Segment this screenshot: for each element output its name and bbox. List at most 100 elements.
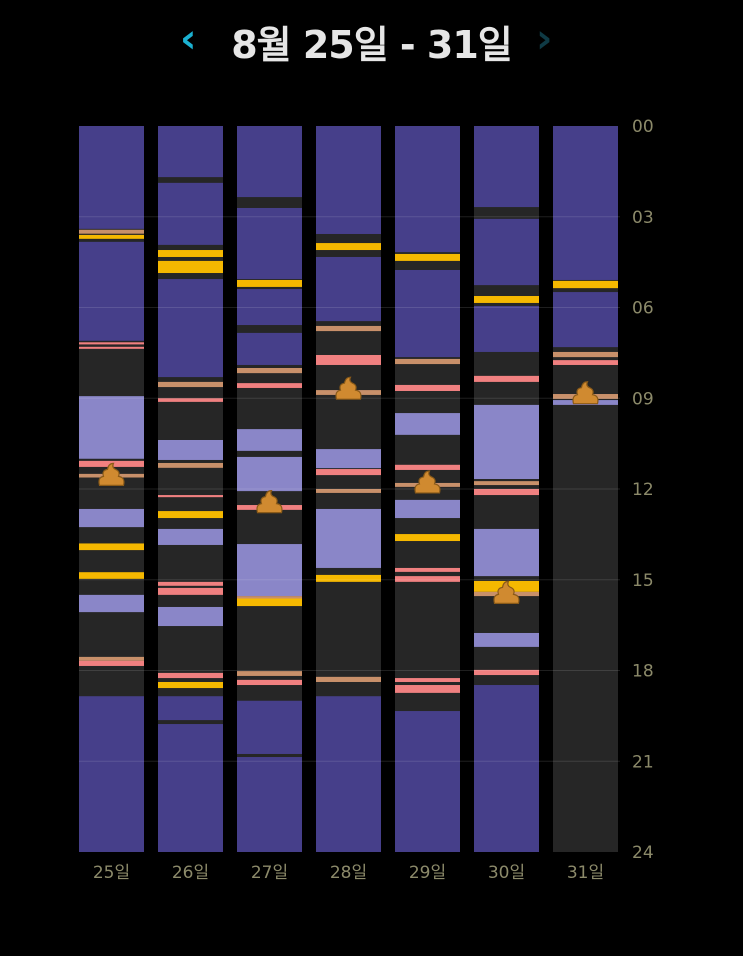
segment-tan (237, 368, 302, 374)
segment-yellow (553, 280, 618, 289)
x-tick-label: 25일 (93, 863, 130, 883)
segment-light (237, 544, 302, 597)
segment-yellow (158, 260, 223, 274)
segment-light (158, 528, 223, 545)
segment-dark (79, 696, 144, 852)
segment-pink (158, 398, 223, 402)
segment-pink (316, 354, 381, 365)
segment-pink (158, 587, 223, 595)
chevron-right-icon[interactable]: › (536, 16, 553, 62)
x-tick-label: 28일 (330, 863, 367, 883)
segment-pink (237, 679, 302, 686)
chevron-left-icon[interactable]: ‹ (180, 16, 197, 62)
segment-tan (316, 489, 381, 493)
page-title: 8월 25일 - 31일 (231, 23, 513, 67)
segment-dark (474, 305, 539, 352)
segment-pink (474, 489, 539, 496)
segment-light (395, 413, 460, 435)
segment-tan (474, 481, 539, 486)
segment-yellow (395, 534, 460, 542)
segment-light (79, 396, 144, 459)
segment-pink (237, 383, 302, 388)
x-tick-label: 27일 (251, 863, 288, 883)
segment-dark (79, 126, 144, 229)
segment-tan (237, 596, 302, 599)
segment-light (79, 594, 144, 613)
segment-dark (79, 241, 144, 341)
segment-yellow (79, 543, 144, 551)
segment-light (158, 439, 223, 460)
segment-pink (395, 678, 460, 682)
segment-pink (79, 342, 144, 345)
segment-light (474, 404, 539, 480)
segment-pink (395, 464, 460, 470)
segment-pink (79, 346, 144, 349)
x-tick-label: 26일 (172, 863, 209, 883)
segment-dark (158, 696, 223, 721)
segment-pink (79, 660, 144, 666)
segment-dark (237, 332, 302, 365)
segment-dark (158, 724, 223, 852)
segment-dark (553, 126, 618, 280)
segment-pink (395, 567, 460, 572)
segment-light (158, 606, 223, 627)
segment-yellow (237, 279, 302, 287)
segment-pink (395, 384, 460, 391)
segment-pink (474, 669, 539, 676)
segment-yellow (316, 243, 381, 251)
segment-dark (237, 289, 302, 326)
segment-pink (553, 360, 618, 365)
y-tick-label: 09 (632, 389, 654, 409)
poop-icon (98, 462, 125, 486)
poop-icon (414, 470, 441, 494)
segment-dark (237, 700, 302, 754)
segment-light (237, 429, 302, 451)
segment-yellow (395, 253, 460, 261)
segment-tan (158, 462, 223, 468)
poop-icon (572, 381, 599, 405)
segment-yellow (79, 234, 144, 239)
segment-tan (79, 229, 144, 234)
segment-light (474, 632, 539, 647)
segment-light (237, 456, 302, 492)
poop-icon (493, 580, 520, 604)
segment-dark (474, 685, 539, 852)
segment-dark (474, 126, 539, 208)
segment-pink (158, 672, 223, 679)
segment-pink (158, 581, 223, 586)
segment-pink (158, 495, 223, 498)
segment-tan (395, 358, 460, 365)
segment-light (474, 528, 539, 577)
segment-pink (395, 576, 460, 582)
segment-dark (395, 711, 460, 852)
segment-yellow (316, 574, 381, 582)
segment-tan (79, 656, 144, 661)
header: ‹ 8월 25일 - 31일 › (0, 8, 743, 68)
y-tick-label: 21 (632, 752, 654, 772)
segment-pink (395, 685, 460, 693)
segment-pink (474, 375, 539, 382)
segment-yellow (79, 572, 144, 579)
segment-light (395, 499, 460, 519)
segment-tan (316, 325, 381, 332)
segment-light (316, 508, 381, 568)
x-tick-label: 31일 (567, 863, 604, 883)
y-tick-label: 00 (632, 117, 654, 137)
y-tick-label: 03 (632, 208, 654, 228)
segment-tan (158, 381, 223, 388)
segment-dark (158, 182, 223, 245)
segment-yellow (158, 511, 223, 519)
y-tick-label: 15 (632, 571, 654, 591)
segment-dark (395, 269, 460, 358)
x-tick-label: 30일 (488, 863, 525, 883)
segment-light (79, 508, 144, 528)
segment-dark (158, 126, 223, 178)
segment-dark (158, 279, 223, 378)
segment-dark (316, 696, 381, 852)
segment-dark (395, 126, 460, 253)
segment-pink (316, 469, 381, 476)
segment-yellow (158, 250, 223, 257)
segment-dark (237, 126, 302, 198)
segment-dark (316, 256, 381, 322)
